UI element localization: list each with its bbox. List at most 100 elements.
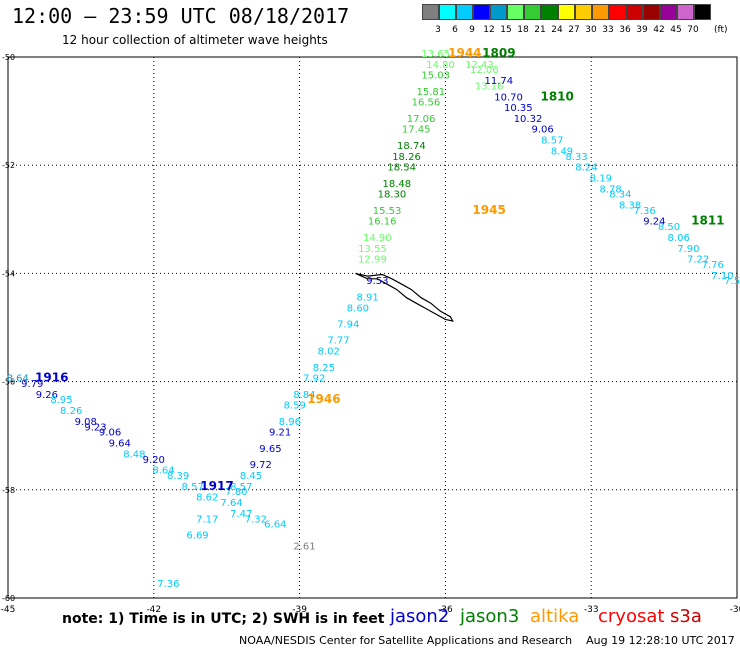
wave-height-reading: 13.55 (358, 244, 387, 255)
wave-height-reading: 8.33 (565, 152, 587, 163)
pass-time-label: 1917 (200, 479, 233, 493)
wave-height-reading: 16.56 (412, 98, 441, 109)
wave-height-reading: 18.48 (382, 179, 411, 190)
lat-tick-label: -52 (2, 161, 15, 170)
wave-height-reading: 8.26 (60, 406, 82, 417)
wave-height-reading: 9.64 (109, 439, 131, 450)
wave-height-reading: 7.47 (230, 509, 252, 520)
wave-height-reading: 8.59 (284, 401, 306, 412)
wave-height-reading: 14.80 (426, 60, 455, 71)
satellite-legend-s3a: s3a (670, 606, 702, 627)
scale-unit: (ft) (714, 25, 728, 35)
scale-swatch (677, 4, 694, 20)
wave-height-reading: 7.36 (634, 206, 656, 217)
wave-height-reading: 8.24 (575, 163, 597, 174)
scale-swatch (456, 4, 473, 20)
wave-height-reading: 16.16 (368, 217, 397, 228)
wave-height-reading: 8.95 (50, 395, 72, 406)
pass-time-label: 1809 (482, 46, 515, 60)
wave-height-reading: 9.23 (84, 422, 106, 433)
satellite-legend-altika: altika (530, 606, 580, 627)
wave-height-reading: 8.39 (167, 471, 189, 482)
scale-swatch (507, 4, 524, 20)
wave-height-reading: 15.03 (421, 71, 450, 82)
scale-label: 12 (483, 25, 495, 35)
wave-height-reading: 9.08 (75, 417, 97, 428)
scale-swatch (473, 4, 490, 20)
wave-height-reading: 8.25 (313, 363, 335, 374)
scale-label: 30 (585, 25, 597, 35)
wave-height-reading: 7.32 (245, 514, 267, 525)
wave-height-reading: 8.96 (279, 417, 301, 428)
wave-height-reading: 18.74 (397, 141, 426, 152)
scale-label: 33 (602, 25, 614, 35)
map-title: 12:00 – 23:59 UTC 08/18/2017 (12, 4, 350, 28)
lon-tick-label: -30 (730, 605, 740, 615)
wave-height-reading: 8.60 (347, 303, 369, 314)
wave-height-reading: 7.76 (702, 260, 724, 271)
lon-tick-label: -39 (292, 605, 307, 615)
wave-height-reading: 8.64 (7, 374, 29, 385)
pass-time-label: 1811 (691, 214, 724, 228)
pass-time-label: 1946 (307, 392, 340, 406)
wave-height-reading: 8.02 (318, 347, 340, 358)
wave-height-reading: 7.90 (677, 244, 699, 255)
wave-height-reading: 12.06 (470, 65, 499, 76)
scale-swatch (490, 4, 507, 20)
wave-height-reading: 9.06 (531, 125, 553, 136)
wave-height-reading: 12.99 (358, 255, 387, 266)
wave-height-reading: 9.06 (99, 428, 121, 439)
wave-height-reading: 9.24 (643, 217, 665, 228)
scale-swatch (524, 4, 541, 20)
scale-label: 18 (517, 25, 529, 35)
scale-label: 70 (687, 25, 699, 35)
wave-height-reading: 9.72 (250, 460, 272, 471)
wave-height-reading: 8.57 (541, 136, 563, 147)
scale-label: 36 (619, 25, 631, 35)
scale-swatch (609, 4, 626, 20)
pass-time-label: 1810 (540, 89, 573, 103)
wave-height-reading: 7.77 (327, 336, 349, 347)
lon-tick-label: -33 (584, 605, 599, 615)
footer-note: note: 1) Time is in UTC; 2) SWH is in fe… (62, 611, 385, 627)
wave-height-reading: 8.91 (357, 292, 379, 303)
scale-swatch (575, 4, 592, 20)
lat-tick-label: -58 (2, 486, 15, 495)
wave-height-reading: 8.48 (123, 449, 145, 460)
pass-time-label: 1945 (472, 203, 505, 217)
lat-tick-label: -54 (2, 269, 15, 278)
satellite-legend-jason2: jason2 (390, 606, 450, 627)
scale-swatch (626, 4, 643, 20)
wave-height-reading: 8.49 (551, 146, 573, 157)
scale-swatch (558, 4, 575, 20)
wave-height-reading: 17.45 (402, 125, 431, 136)
wave-height-reading: 7.94 (337, 320, 359, 331)
wave-height-reading: 9.20 (143, 455, 165, 466)
lat-tick-label: -56 (2, 378, 15, 387)
scale-label: 39 (636, 25, 648, 35)
wave-height-reading: 17.06 (407, 114, 436, 125)
wave-height-reading: 8.45 (240, 471, 262, 482)
scale-label: 6 (452, 25, 458, 35)
island-outline (355, 272, 454, 322)
wave-height-reading: 10.35 (504, 103, 533, 114)
wave-height-reading: 7.22 (687, 255, 709, 266)
wave-height-reading: 8.38 (619, 200, 641, 211)
scale-label: 9 (469, 25, 475, 35)
scale-swatch (660, 4, 677, 20)
wave-height-reading: 15.53 (373, 206, 402, 217)
wave-height-reading: 14.90 (363, 233, 392, 244)
wave-height-reading: 7.10 (711, 271, 733, 282)
scale-swatch (541, 4, 558, 20)
wave-height-reading: 10.32 (514, 114, 543, 125)
scale-swatch (694, 4, 711, 20)
map-subtitle: 12 hour collection of altimeter wave hei… (62, 33, 328, 47)
wave-height-reading: 8.78 (600, 184, 622, 195)
scale-swatch (643, 4, 660, 20)
wave-height-reading: 9.21 (269, 428, 291, 439)
wave-height-reading: 7.17 (196, 514, 218, 525)
lat-tick-label: -60 (2, 594, 15, 603)
wave-height-reading: 6.64 (264, 520, 286, 531)
scale-swatch (592, 4, 609, 20)
